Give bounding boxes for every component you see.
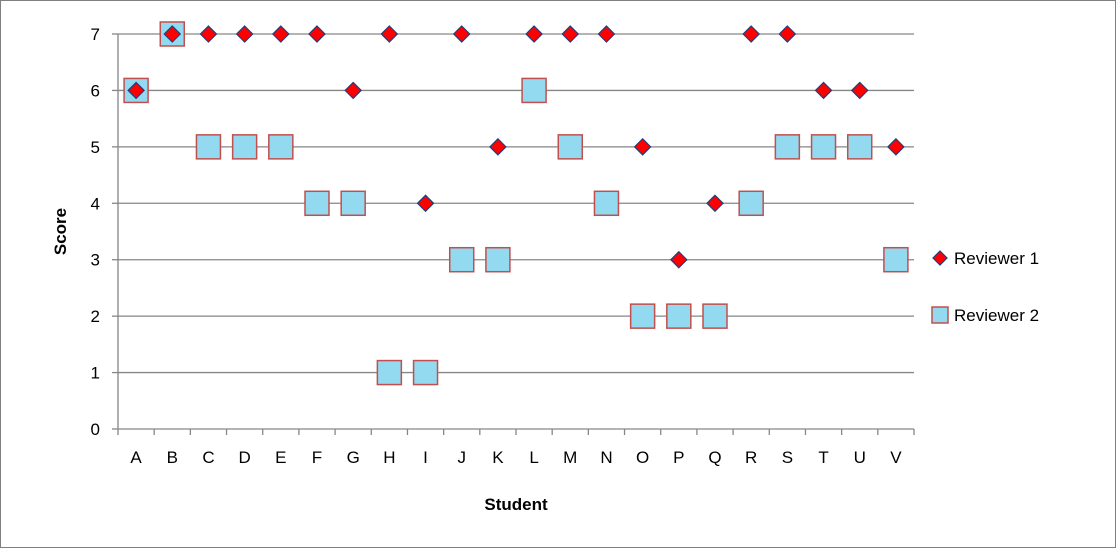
- reviewer-1-point: [416, 194, 435, 213]
- reviewer-2-point: [195, 134, 222, 160]
- legend-diamond-marker: [932, 250, 948, 266]
- reviewer-2-point: [376, 359, 403, 386]
- reviewer-1-point: [633, 138, 652, 156]
- reviewer-2-point: [340, 190, 366, 217]
- reviewer-1-point: [814, 81, 833, 100]
- x-tick-label: R: [745, 448, 757, 467]
- reviewer-2-point: [846, 134, 873, 160]
- x-tick-label: I: [423, 448, 428, 467]
- y-tick-label: 2: [91, 307, 100, 326]
- x-tick-label: H: [383, 448, 395, 467]
- y-tick-label: 3: [91, 251, 100, 270]
- x-tick-label: V: [890, 448, 902, 467]
- x-tick-label: U: [854, 448, 866, 467]
- x-tick-label: N: [600, 448, 612, 467]
- x-tick-labels: A B C D E F G H I J K L M N O P Q R S T U V: [130, 448, 902, 467]
- x-tick-label: O: [636, 448, 649, 467]
- legend-label: Reviewer 2: [954, 306, 1039, 325]
- reviewer-2-point: [521, 77, 547, 104]
- reviewer-1-point: [850, 81, 869, 100]
- reviewer-1-point: [163, 25, 182, 43]
- y-tick-label: 6: [91, 81, 100, 100]
- reviewer-2-point: [593, 190, 620, 217]
- reviewer-2-point: [557, 134, 584, 160]
- y-tick-label: 0: [91, 420, 100, 439]
- x-tick-label: J: [457, 448, 466, 467]
- reviewer-2-point: [774, 134, 801, 160]
- reviewer-2-point: [304, 190, 330, 217]
- x-tick-label: P: [673, 448, 684, 467]
- reviewer-2-point: [629, 303, 656, 329]
- legend: Reviewer 1 Reviewer 2: [931, 249, 1039, 325]
- y-tick-label: 7: [91, 25, 100, 44]
- x-tick-label: M: [563, 448, 577, 467]
- x-tick-label: T: [818, 448, 828, 467]
- legend-label: Reviewer 1: [954, 249, 1039, 268]
- axes: [112, 33, 915, 435]
- reviewer-2-point: [448, 246, 475, 273]
- reviewer-1-point: [669, 250, 688, 269]
- y-tick-labels: 0 1 2 3 4 5 6 7: [91, 25, 100, 439]
- reviewer-1-point: [742, 25, 761, 43]
- x-axis-title: Student: [484, 495, 548, 514]
- legend-entry: Reviewer 1: [932, 249, 1039, 268]
- legend-square-marker: [931, 306, 949, 324]
- data-points: [123, 21, 909, 386]
- reviewer-2-point: [412, 359, 439, 386]
- reviewer-2-point: [810, 134, 837, 160]
- x-tick-label: K: [492, 448, 504, 467]
- y-tick-label: 1: [91, 364, 100, 383]
- x-tick-label: Q: [708, 448, 721, 467]
- reviewer-2-point: [702, 303, 728, 329]
- reviewer-1-point: [452, 25, 471, 43]
- reviewer-1-point: [597, 25, 616, 43]
- y-tick-label: 4: [91, 194, 100, 213]
- x-tick-label: E: [275, 448, 286, 467]
- reviewer-1-point: [308, 25, 326, 43]
- reviewer-1-point: [235, 25, 254, 43]
- reviewer-1-point: [127, 81, 145, 100]
- reviewer-2-point: [883, 246, 909, 273]
- reviewer-1-point: [271, 25, 290, 43]
- reviewer-2-point: [666, 303, 692, 329]
- reviewer-2-point: [738, 190, 764, 217]
- reviewer-1-point: [525, 25, 543, 43]
- reviewer-1-point: [887, 138, 905, 156]
- reviewer-1-point: [380, 25, 399, 43]
- x-tick-label: A: [130, 448, 142, 467]
- reviewer-1-point: [344, 81, 363, 100]
- x-tick-label: S: [782, 448, 793, 467]
- x-tick-label: G: [347, 448, 360, 467]
- reviewer-2-point: [231, 134, 258, 160]
- x-tick-label: L: [529, 448, 538, 467]
- y-axis-title: Score: [51, 208, 70, 255]
- reviewer-1-point: [489, 138, 507, 156]
- x-tick-label: D: [238, 448, 250, 467]
- reviewer-2-point: [485, 246, 511, 273]
- reviewer-1-point: [561, 25, 580, 43]
- y-tick-label: 5: [91, 138, 100, 157]
- reviewer-1-point: [199, 25, 218, 43]
- reviewer-2-point: [268, 134, 294, 160]
- legend-entry: Reviewer 2: [931, 306, 1039, 325]
- x-tick-label: B: [167, 448, 178, 467]
- gridlines: [118, 33, 914, 374]
- reviewer-1-point: [778, 25, 797, 43]
- x-tick-label: F: [312, 448, 322, 467]
- x-tick-label: C: [202, 448, 214, 467]
- reviewer-1-point: [706, 194, 724, 213]
